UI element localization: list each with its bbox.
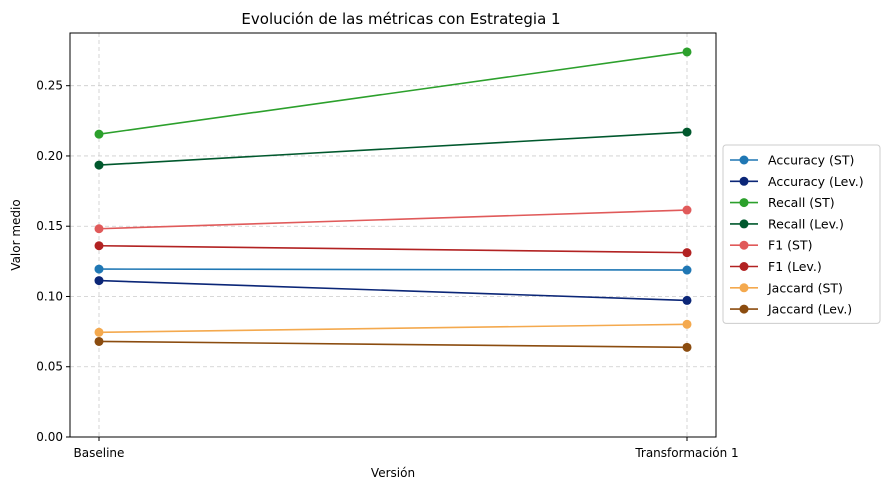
legend-marker [739, 283, 749, 293]
data-point [682, 265, 692, 275]
data-point [682, 248, 692, 258]
x-axis: Baseline Transformación 1 [74, 437, 739, 460]
series-line [98, 209, 688, 230]
legend-label: Jaccard (Lev.) [767, 302, 852, 317]
series-line [98, 268, 688, 271]
legend-frame [722, 144, 881, 324]
series-line [98, 244, 688, 254]
data-point [94, 129, 104, 139]
y-axis-title: Valor medio [9, 199, 23, 270]
data-point [94, 224, 104, 234]
legend-label: F1 (Lev.) [768, 259, 822, 274]
legend-item: Accuracy (ST) [730, 153, 854, 168]
legend-marker [739, 240, 749, 250]
series-1 [94, 276, 692, 305]
legend-marker [739, 219, 749, 229]
series-line [98, 279, 688, 302]
legend-label: F1 (ST) [768, 238, 812, 253]
legend-marker [739, 176, 749, 186]
data-point [94, 336, 104, 346]
data-point [682, 319, 692, 329]
data-point [682, 342, 692, 352]
legend-label: Jaccard (ST) [767, 280, 843, 295]
y-tick-label: 0.25 [36, 79, 63, 93]
series-6 [94, 319, 692, 337]
legend: Accuracy (ST) Accuracy (Lev.) Recall (ST) R… [722, 144, 881, 324]
x-tick-label: Baseline [74, 446, 125, 460]
data-point [94, 264, 104, 274]
legend-label: Recall (Lev.) [768, 216, 844, 231]
legend-marker [739, 262, 749, 271]
data-point [94, 327, 104, 337]
series-line [98, 131, 688, 166]
legend-item: Accuracy (Lev.) [730, 174, 864, 189]
data-point [94, 160, 104, 170]
x-tick-label: Transformación 1 [634, 446, 738, 460]
y-tick-label: 0.20 [36, 149, 63, 163]
legend-item: Jaccard (Lev.) [730, 302, 852, 317]
series-2 [94, 47, 692, 139]
series-0 [94, 264, 692, 275]
x-axis-title: Versión [371, 466, 415, 480]
series-line [98, 51, 688, 135]
legend-item: Recall (ST) [730, 195, 835, 210]
y-tick-label: 0.10 [36, 289, 63, 303]
data-point [682, 127, 692, 137]
y-tick-label: 0.00 [36, 430, 63, 444]
legend-marker [739, 304, 749, 314]
plot-frame [69, 32, 717, 438]
data-point [94, 276, 104, 286]
series-4 [94, 205, 692, 234]
y-tick-label: 0.15 [36, 219, 63, 233]
y-tick-label: 0.05 [36, 360, 63, 374]
series-layer [94, 47, 692, 352]
data-point [682, 295, 692, 305]
legend-item: F1 (ST) [730, 238, 812, 253]
legend-label: Accuracy (ST) [768, 153, 854, 168]
data-point [682, 205, 692, 215]
legend-label: Accuracy (Lev.) [768, 174, 864, 189]
legend-marker [739, 198, 749, 208]
data-point [94, 241, 104, 251]
data-point [682, 47, 692, 57]
legend-item: Recall (Lev.) [730, 216, 844, 231]
series-3 [94, 127, 692, 170]
series-line [98, 340, 688, 349]
legend-item: Jaccard (ST) [730, 280, 843, 295]
y-axis: 0.00 0.05 0.10 0.15 0.20 0.25 [36, 79, 70, 444]
series-line [98, 323, 688, 334]
chart-title: Evolución de las métricas con Estrategia… [241, 10, 560, 28]
series-5 [94, 241, 692, 258]
legend-label: Recall (ST) [768, 195, 835, 210]
series-7 [94, 336, 692, 352]
legend-marker [739, 155, 749, 165]
legend-item: F1 (Lev.) [730, 259, 822, 274]
